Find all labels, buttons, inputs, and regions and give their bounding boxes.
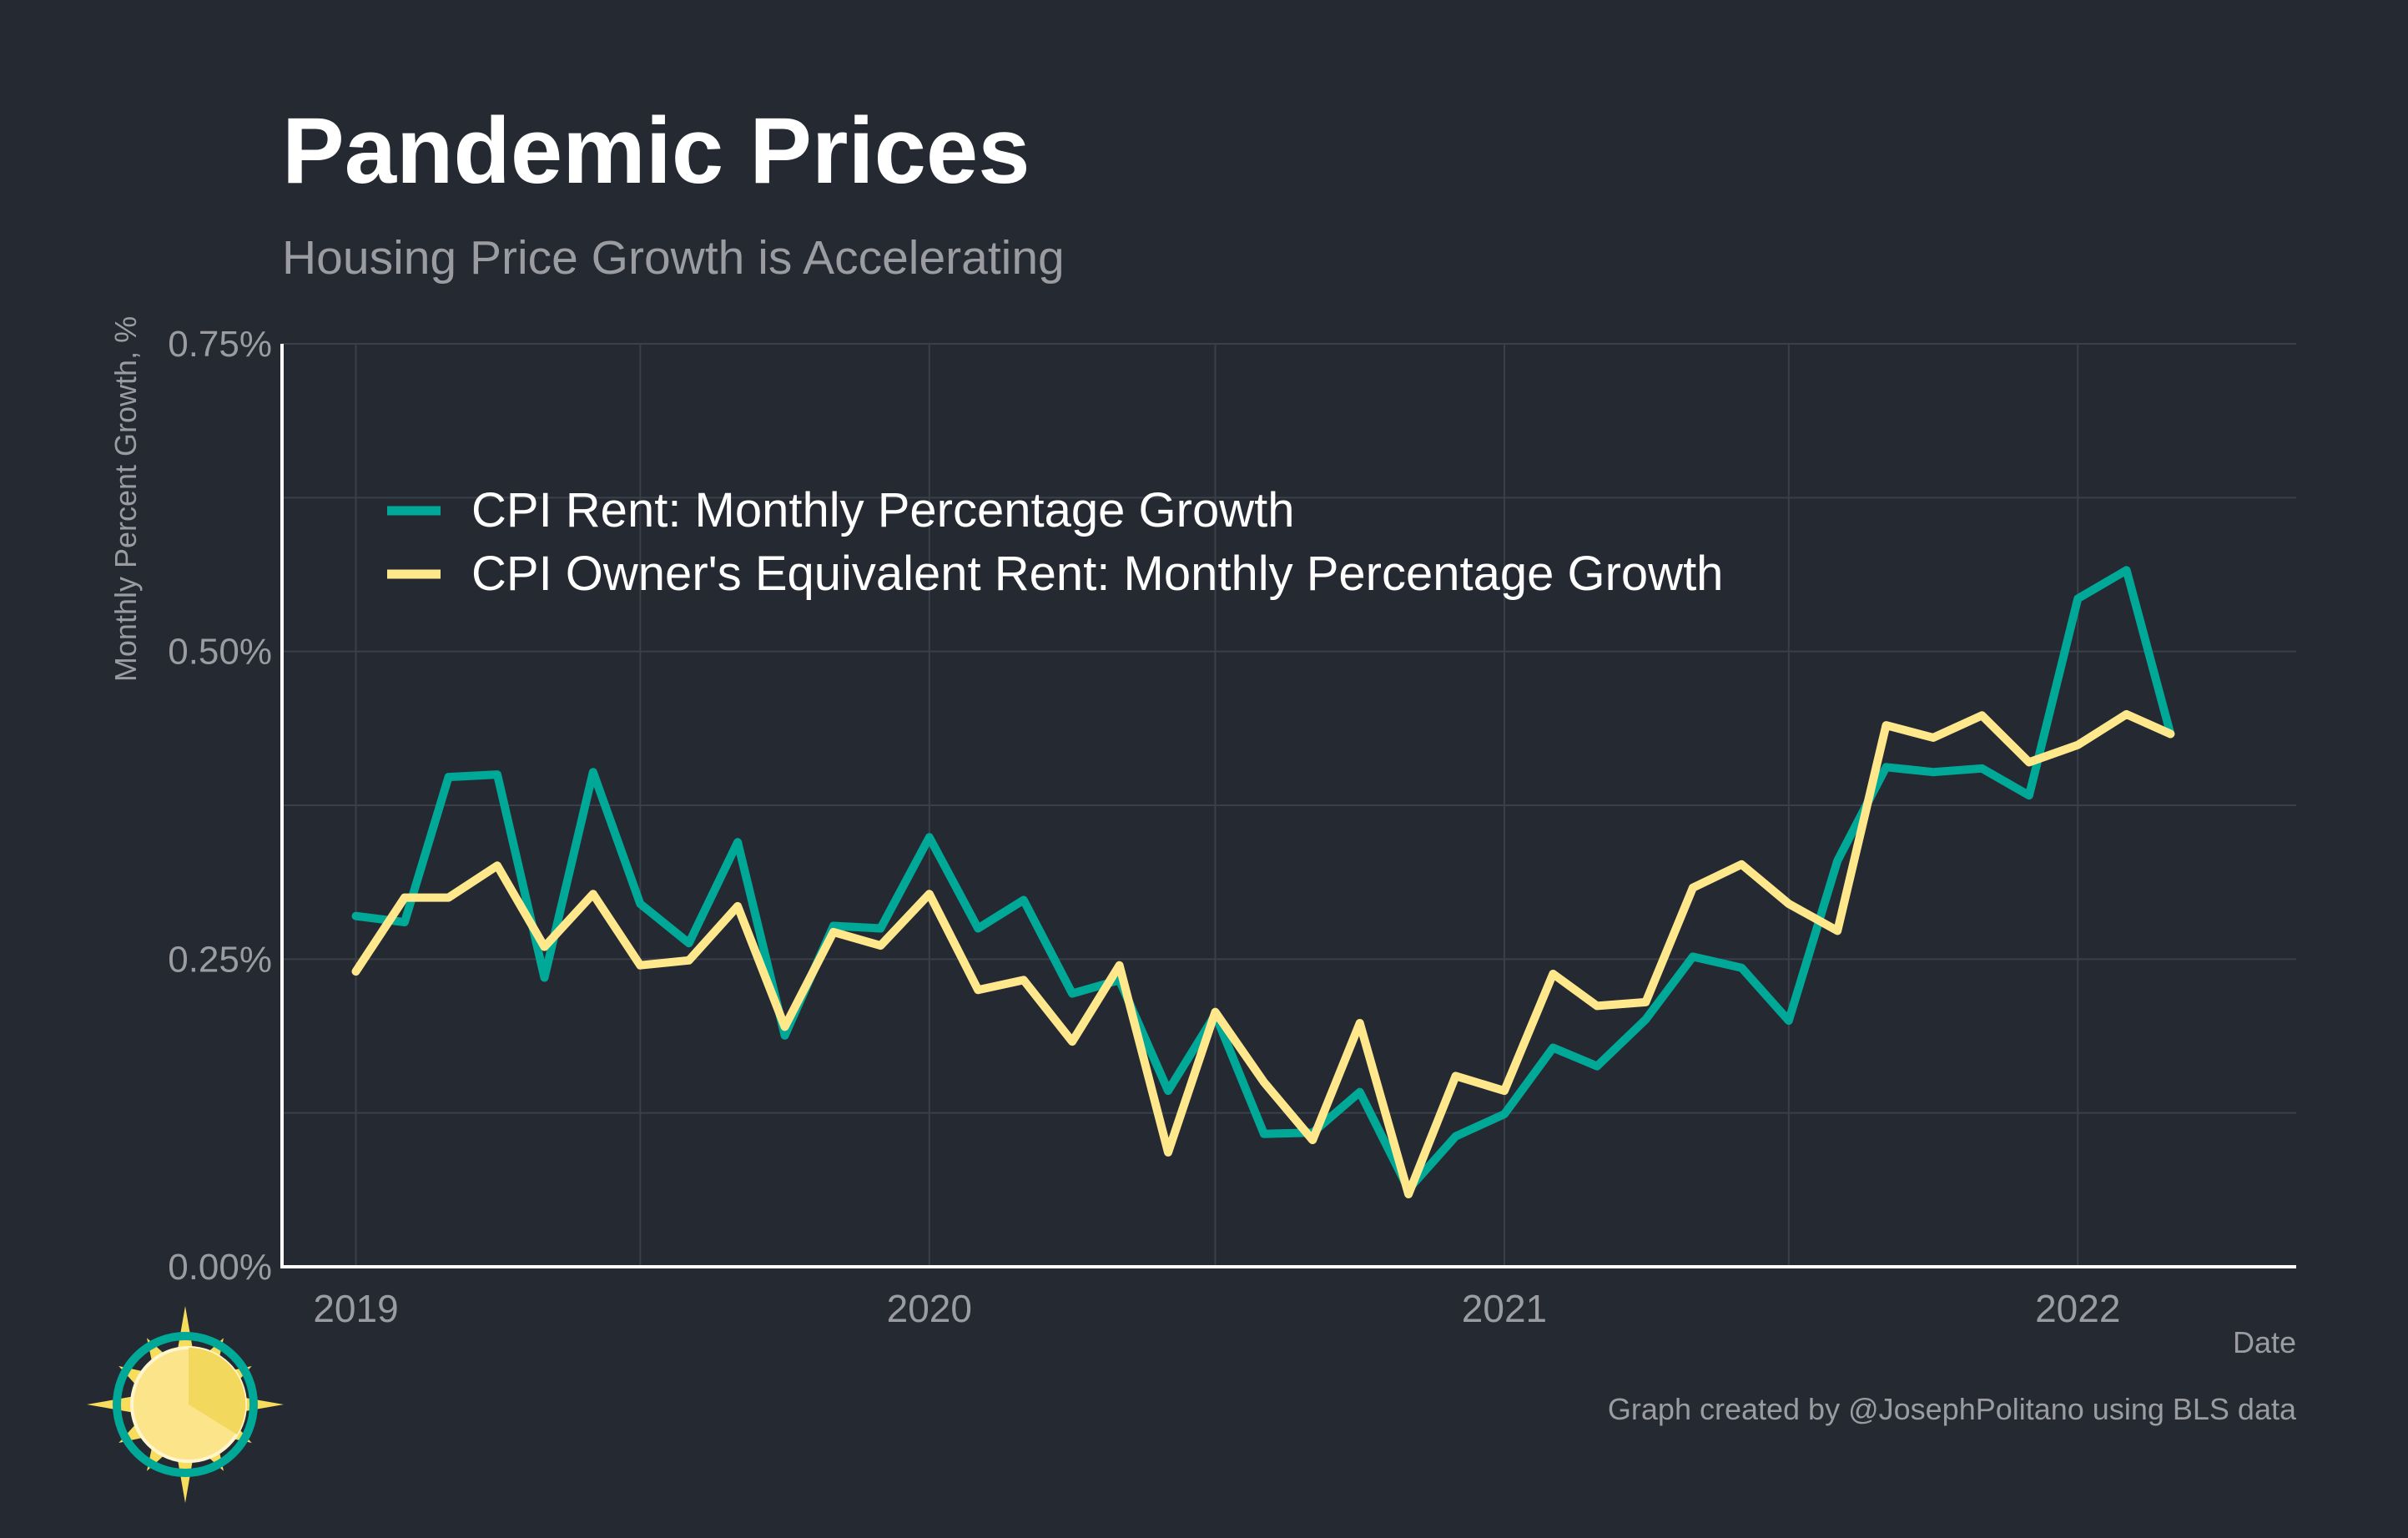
sun-ray <box>177 1455 194 1503</box>
sun-ray <box>87 1396 134 1413</box>
y-tick-label: 0.75% <box>168 324 272 365</box>
series-lines <box>351 566 2175 1198</box>
x-tick-label: 2022 <box>2035 1287 2120 1330</box>
credit-text: Graph created by @JosephPolitano using B… <box>1608 1392 2297 1426</box>
axes <box>280 344 2296 1268</box>
y-axis-label: Monthly Percent Growth, % <box>108 316 143 682</box>
x-tick-label: 2021 <box>1462 1287 1547 1330</box>
y-tick-label: 0.25% <box>168 939 272 980</box>
x-tick-label: 2020 <box>887 1287 972 1330</box>
x-axis-label: Date <box>2233 1325 2296 1359</box>
tick-labels: 0.00% 0.25% 0.50% 0.75% 2019 2020 2021 2022 <box>168 324 2120 1330</box>
legend-label: CPI Owner's Equivalent Rent: Monthly Per… <box>471 547 1723 601</box>
y-tick-label: 0.50% <box>168 632 272 673</box>
y-tick-label: 0.00% <box>168 1247 272 1288</box>
legend-label: CPI Rent: Monthly Percentage Growth <box>471 483 1294 537</box>
sun-ray <box>236 1396 284 1413</box>
sun-ray <box>177 1306 194 1354</box>
sun-logo-icon <box>87 1306 284 1503</box>
x-tick-label: 2019 <box>313 1287 398 1330</box>
series-line-oer <box>351 709 2175 1198</box>
legend: CPI Rent: Monthly Percentage Growth CPI O… <box>387 483 1723 601</box>
chart-subtitle: Housing Price Growth is Accelerating <box>282 231 1065 285</box>
chart-title: Pandemic Prices <box>282 98 1030 203</box>
